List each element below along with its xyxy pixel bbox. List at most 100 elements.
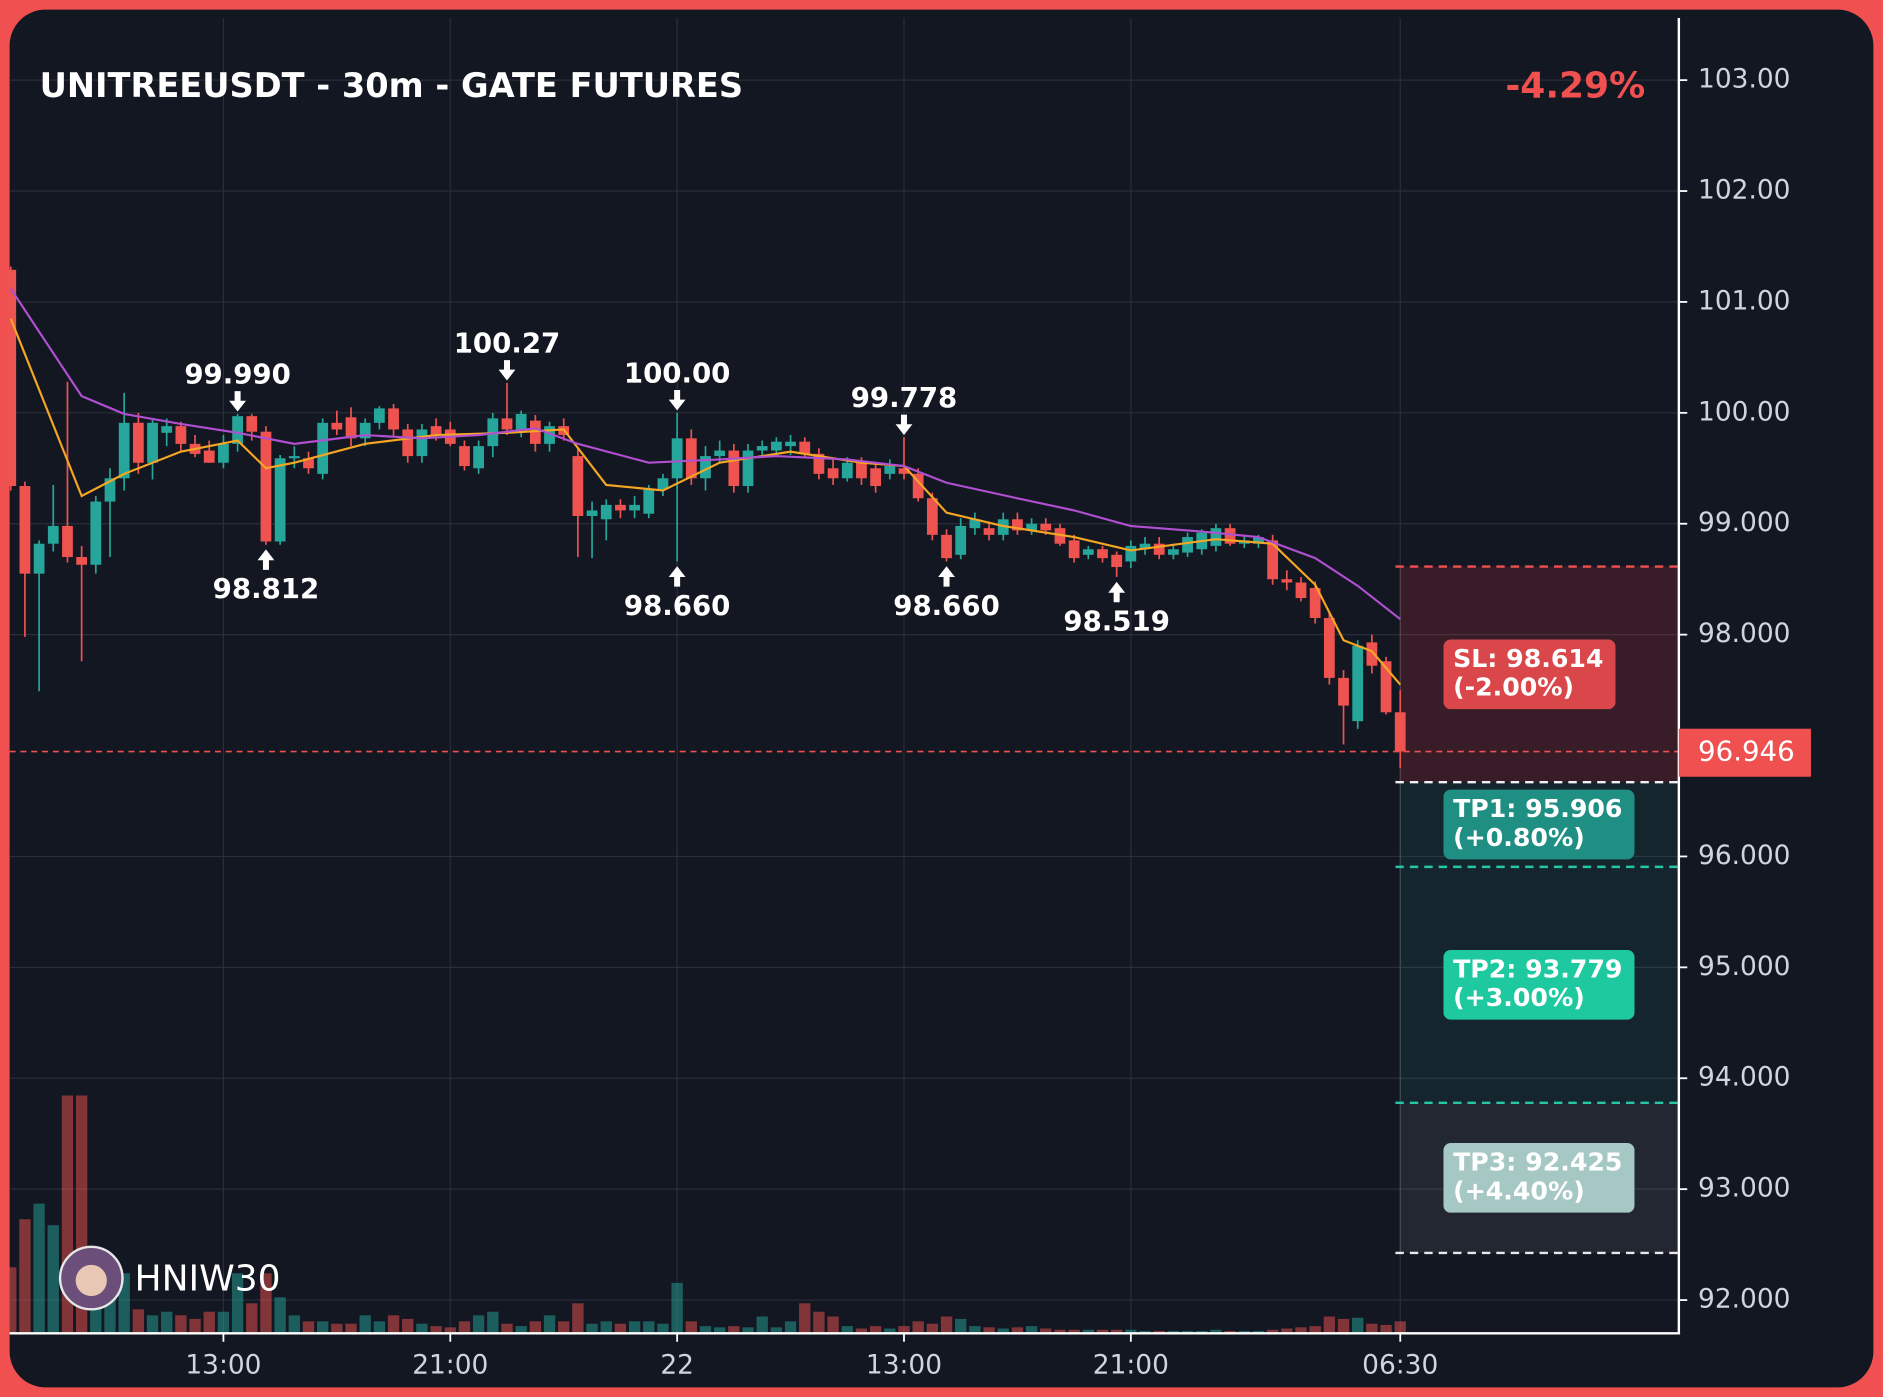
volume-bar <box>260 1273 272 1334</box>
volume-bar <box>614 1323 627 1334</box>
candle-body <box>1026 523 1037 531</box>
level-label-line: SL: 98.614 <box>1453 644 1603 673</box>
volume-bar <box>1082 1329 1094 1334</box>
volume-bar <box>359 1315 371 1334</box>
candle-body <box>1352 645 1364 722</box>
level-label-box <box>1443 1143 1635 1213</box>
volume-bar <box>47 1225 59 1334</box>
level-label-line: TP2: 93.779 <box>1453 954 1622 983</box>
moving-average <box>9 318 1402 686</box>
chart-title: UNITREEUSDT - 30m - GATE FUTURES <box>40 66 743 105</box>
x-tick-label: 21:00 <box>412 1349 488 1380</box>
annotation-label: 99.778 <box>851 381 958 414</box>
volume-bar <box>869 1326 882 1334</box>
volume-bar <box>1096 1329 1109 1334</box>
volume-bar <box>1309 1326 1321 1334</box>
candle-body <box>586 510 598 516</box>
annotation-arrow <box>668 566 686 587</box>
volume-bar <box>203 1311 215 1334</box>
candle-body <box>416 429 428 457</box>
candle-body <box>700 456 711 479</box>
volume-bar <box>288 1315 300 1334</box>
candle-body <box>1040 523 1052 531</box>
y-tick-label: 103.00 <box>1698 64 1790 95</box>
volume-bar <box>61 1095 74 1334</box>
volume-bar <box>19 1219 31 1334</box>
volume-bar <box>5 1267 17 1334</box>
volume-bar <box>33 1203 45 1334</box>
y-tick-label: 102.00 <box>1698 175 1790 206</box>
volume-bar <box>1054 1329 1066 1334</box>
candle-body <box>388 408 399 430</box>
volume-bar <box>373 1321 386 1334</box>
candle-body <box>969 519 981 529</box>
candle-body <box>175 426 187 444</box>
annotation-label: 98.660 <box>893 589 1000 622</box>
volume-bar <box>132 1309 145 1334</box>
volume-bar <box>316 1321 329 1334</box>
candle-body <box>1167 549 1179 555</box>
price-tag <box>1678 728 1811 777</box>
level-label-text: SL: 98.614 (-2.00%) <box>1453 644 1603 702</box>
candle-body <box>912 473 924 499</box>
volume-bar <box>217 1311 230 1334</box>
volume-bar <box>1295 1327 1307 1334</box>
y-tick-label: 96.000 <box>1698 840 1790 871</box>
level-label-line: (+4.40%) <box>1453 1176 1585 1205</box>
x-tick-label: 13:00 <box>866 1349 942 1380</box>
volume-bar <box>246 1303 258 1334</box>
level-label: SL: 98.614 (-2.00%) <box>1443 639 1616 710</box>
volume-bar <box>458 1321 471 1334</box>
volume-bar <box>274 1297 286 1334</box>
volume-bar <box>770 1327 783 1334</box>
candle-body <box>1267 540 1279 580</box>
volume-bar <box>75 1095 88 1334</box>
volume-bar <box>1125 1329 1137 1334</box>
candle-body <box>884 466 896 474</box>
y-tick-label: 100.00 <box>1698 396 1790 427</box>
level-label-box <box>1443 789 1635 860</box>
volume-bar <box>671 1282 683 1334</box>
volume-bar <box>600 1321 612 1334</box>
annotation-arrow <box>938 566 955 587</box>
volume-bar <box>1025 1326 1038 1334</box>
candle-body <box>1125 545 1137 562</box>
volume-bar <box>813 1311 825 1334</box>
annotation-arrow <box>229 391 247 412</box>
candle-body <box>47 525 59 544</box>
volume-bar <box>1366 1323 1378 1334</box>
level-label-line: TP1: 95.906 <box>1453 794 1622 823</box>
candle-body <box>728 450 740 487</box>
level-label-line: TP3: 92.425 <box>1453 1147 1622 1176</box>
candle-body <box>260 431 272 542</box>
volume-bar <box>118 1273 130 1334</box>
candle-body <box>288 456 300 459</box>
candle-body <box>1338 677 1349 706</box>
candle-body <box>274 458 286 542</box>
candle-body <box>1253 537 1264 544</box>
volume-bar <box>657 1323 669 1334</box>
volume-bar <box>1040 1328 1052 1334</box>
volume-bar <box>529 1321 542 1334</box>
volume-bar <box>472 1315 485 1334</box>
candle-body <box>841 462 853 479</box>
level-label-box <box>1443 949 1635 1020</box>
candle-body <box>5 269 17 487</box>
volume-bar <box>1068 1329 1080 1334</box>
annotation-label: 98.660 <box>624 589 731 622</box>
candle-body <box>1012 519 1023 531</box>
candle-body <box>104 478 116 502</box>
annotation-label: 98.519 <box>1063 605 1170 638</box>
candle-body <box>19 486 31 574</box>
volume-bar <box>1352 1317 1364 1334</box>
candle-body <box>941 534 952 559</box>
annotation-arrow <box>668 390 686 411</box>
volume-bar <box>501 1323 513 1334</box>
candle-body <box>870 468 882 487</box>
watermark: HNIW30 <box>135 1258 281 1299</box>
x-tick-label: 13:00 <box>185 1349 261 1380</box>
volume-bar <box>515 1326 527 1334</box>
candle-body <box>657 478 669 490</box>
